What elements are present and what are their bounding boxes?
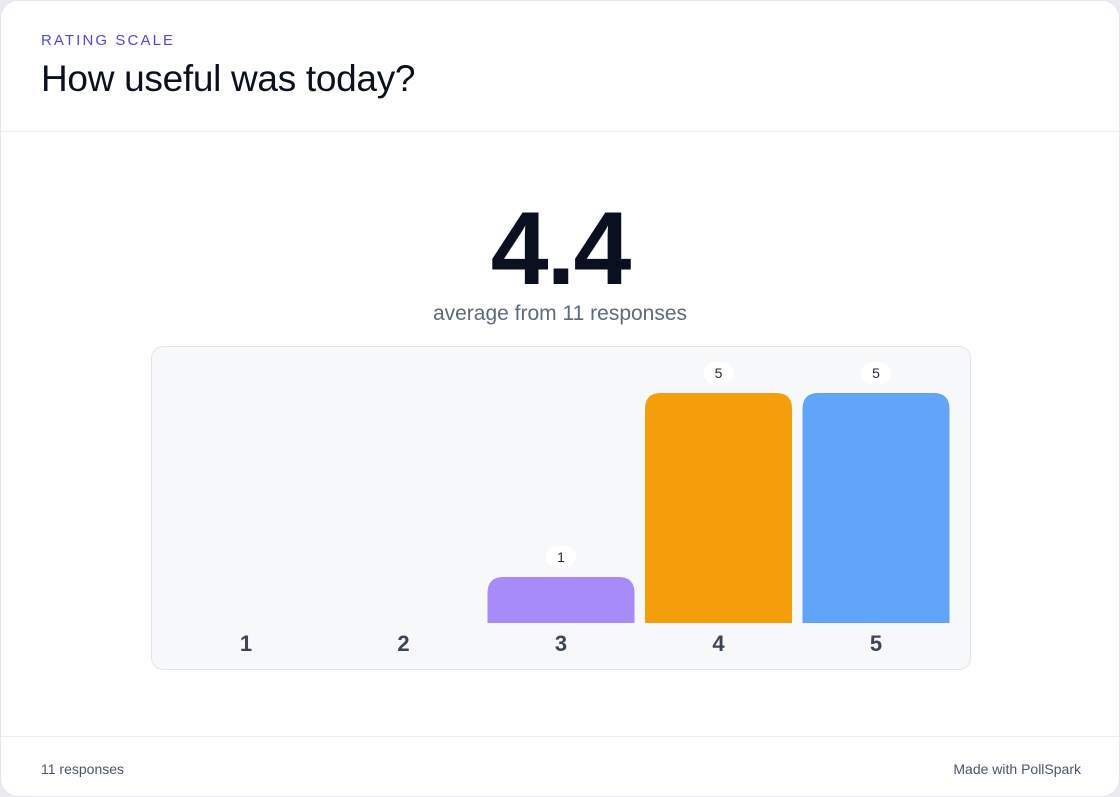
value-label-4: 5 [715,365,723,381]
average-caption: average from 11 responses [432,302,688,325]
response-count: 11 responses [41,761,125,777]
question-type-label: RATING SCALE [41,32,176,49]
bar-rating-4 [645,393,792,623]
rating-tick-4: 4 [712,631,725,656]
rating-tick-5: 5 [870,631,882,656]
rating-tick-1: 1 [240,631,252,656]
value-label-pill-5 [861,362,891,384]
branding-credit: Made with PollSpark [953,761,1081,777]
bar-rating-5 [802,393,950,623]
value-label-5: 5 [872,365,880,381]
rating-tick-3: 3 [555,631,567,656]
average-score: 4.4 [490,191,632,307]
rating-distribution-chart: 1 2 1 3 5 4 5 5 [151,346,971,670]
value-label-pill-3 [546,546,576,568]
card-header: RATING SCALE How useful was today? [1,1,1119,132]
card-footer: 11 responses Made with PollSpark [1,736,1119,796]
value-label-pill-4 [703,362,734,384]
question-title: How useful was today? [41,58,416,99]
rating-bar-chart-svg: 1 2 1 3 5 4 5 5 [240,362,950,656]
bar-rating-3 [487,577,635,623]
rating-tick-2: 2 [397,631,409,656]
value-label-3: 1 [557,549,565,565]
